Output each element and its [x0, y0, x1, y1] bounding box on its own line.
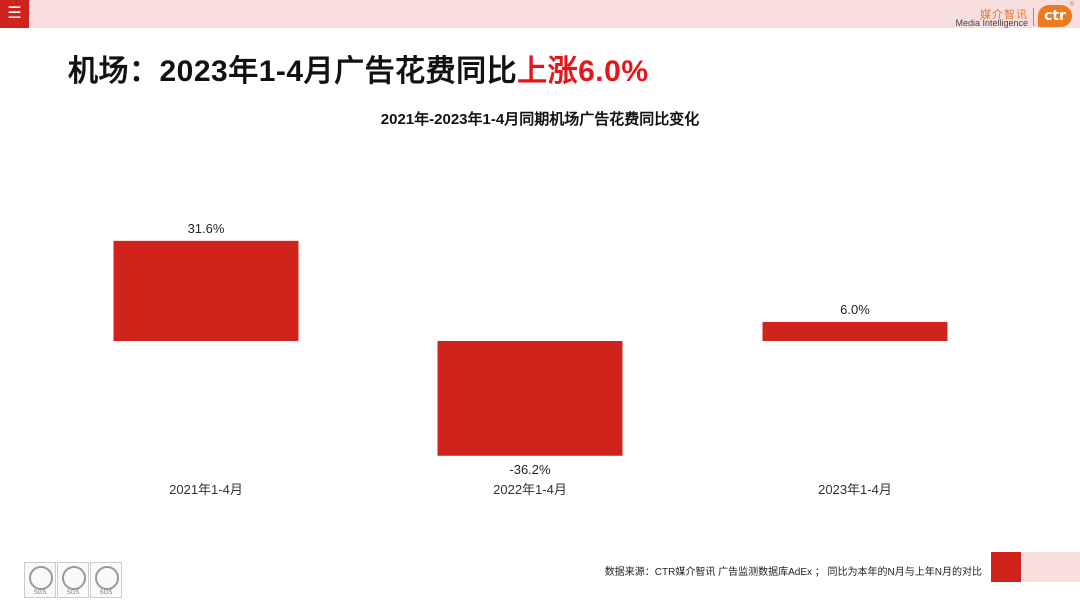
page-title-main: 机场：2023年1-4月广告花费同比	[68, 55, 518, 88]
registered-mark: ®	[1069, 2, 1074, 8]
category-label-3: 2023年1-4月	[818, 482, 892, 497]
bar-group: 31.6% 2021年1-4月 -36.2% 2022年1-4月 6.0% 2023年1-…	[113, 221, 948, 497]
category-label-1: 2021年1-4月	[169, 482, 243, 497]
data-label-2: -36.2%	[509, 462, 551, 477]
top-bar	[0, 0, 1080, 28]
sgs-badge-icon: SGS	[24, 562, 56, 598]
ctr-logo: ctr	[1038, 5, 1072, 27]
sgs-badge-icon: SGS	[57, 562, 89, 598]
brand-name-cn: 媒介智讯	[980, 9, 1028, 21]
page-title: 机场：2023年1-4月广告花费同比上涨6.0%	[68, 46, 649, 90]
page-title-accent: 上涨6.0%	[517, 55, 649, 88]
data-label-1: 31.6%	[188, 221, 225, 236]
bar-1	[113, 240, 299, 341]
bar-3	[762, 321, 948, 341]
bar-2	[437, 341, 623, 456]
corner-pink-block	[1021, 552, 1080, 582]
brand-name-en: Media Intelligence	[955, 18, 1028, 28]
brand-divider	[1033, 8, 1034, 26]
data-source-note: 数据来源：CTR媒介智讯 广告监测数据库AdEx ； 同比为本年的N月与上年N月…	[604, 567, 982, 578]
sgs-badge-icon: SGS	[90, 562, 122, 598]
brand-logo-area: 媒介智讯 Media Intelligence ctr ®	[949, 2, 1074, 28]
data-label-3: 6.0%	[840, 302, 870, 317]
menu-button[interactable]: ☰	[0, 0, 29, 28]
corner-accent-block	[991, 552, 1021, 582]
hamburger-icon: ☰	[7, 5, 22, 22]
certification-logos: SGS SGS SGS	[24, 562, 124, 598]
chart-title: 2021年-2023年1-4月同期机场广告花费同比变化	[381, 110, 699, 128]
category-label-2: 2022年1-4月	[493, 482, 567, 497]
